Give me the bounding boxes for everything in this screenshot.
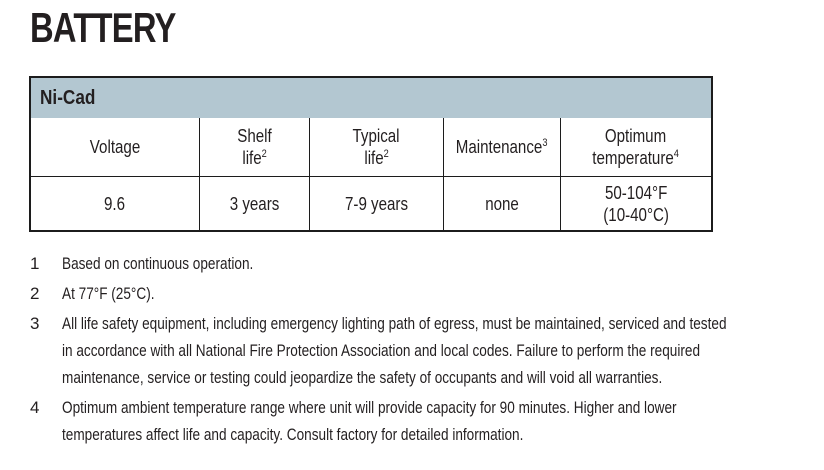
battery-spec-table: Ni-Cad Voltage Shelf life2 Typical life2… xyxy=(29,76,713,232)
footnote-1-number: 1 xyxy=(30,254,40,273)
cell-typical-life: 7-9 years xyxy=(309,177,443,230)
footnote-2: 2 At 77°F (25°C). xyxy=(30,280,824,307)
column-header-shelf-life-line1: Shelf xyxy=(237,126,272,146)
cell-voltage: 9.6 xyxy=(104,193,126,214)
footnote-2-text: At 77°F (25°C). xyxy=(62,284,155,303)
column-header-voltage-label: Voltage xyxy=(89,137,141,157)
column-header-shelf-life-line2: life2 xyxy=(242,148,267,168)
column-header-maintenance: Maintenance3 xyxy=(443,118,560,177)
footnote-ref-4: 4 xyxy=(674,148,680,160)
table-section-header-row: Ni-Cad xyxy=(31,78,711,118)
footnote-ref-2: 2 xyxy=(383,148,389,160)
column-header-optimum-temperature-line1: Optimum xyxy=(605,126,667,146)
table-section-header-label: Ni-Cad xyxy=(40,86,96,109)
footnote-1-text: Based on continuous operation. xyxy=(62,254,254,273)
footnote-ref-3: 3 xyxy=(542,137,548,149)
footnote-4: 4 Optimum ambient temperature range wher… xyxy=(30,394,824,448)
column-header-shelf-life: Shelf life2 xyxy=(199,118,309,177)
footnote-3-text: All life safety equipment, including eme… xyxy=(62,314,727,387)
cell-optimum-temperature: 50-104°F (10-40°C) xyxy=(560,177,711,230)
column-header-optimum-temperature-line2: temperature4 xyxy=(592,148,680,168)
table-grid: Voltage Shelf life2 Typical life2 Mainte… xyxy=(31,118,711,230)
column-header-optimum-temperature: Optimum temperature4 xyxy=(560,118,711,177)
column-header-typical-life-line1: Typical xyxy=(352,126,401,146)
footnote-3: 3 All life safety equipment, including e… xyxy=(30,310,824,391)
column-header-voltage: Voltage xyxy=(31,118,199,177)
footnote-2-number: 2 xyxy=(30,284,40,303)
column-header-typical-life-line2: life2 xyxy=(364,148,389,168)
column-header-typical-life: Typical life2 xyxy=(309,118,443,177)
page-title: BATTERY xyxy=(30,4,176,51)
column-header-maintenance-label: Maintenance3 xyxy=(456,137,548,157)
footnote-ref-2: 2 xyxy=(261,148,267,160)
footnote-4-number: 4 xyxy=(30,398,40,417)
footnote-1: 1 Based on continuous operation. xyxy=(30,250,824,277)
footnotes: 1 Based on continuous operation. 2 At 77… xyxy=(30,250,824,451)
footnote-3-number: 3 xyxy=(30,314,40,333)
cell-shelf-life: 3 years xyxy=(199,177,309,230)
cell-maintenance: none xyxy=(443,177,560,230)
footnote-4-text: Optimum ambient temperature range where … xyxy=(62,398,677,444)
